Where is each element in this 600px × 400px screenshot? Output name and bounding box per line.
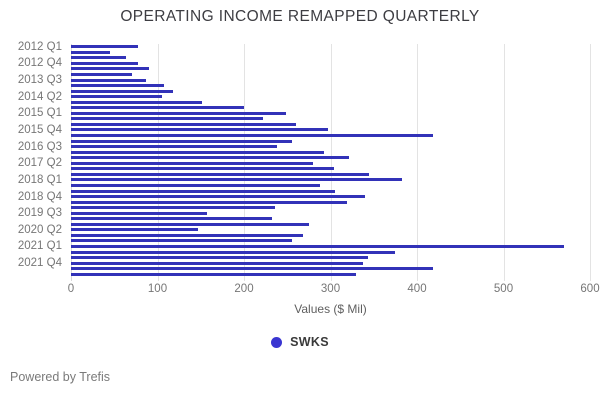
bar-2014-Q4[interactable] bbox=[71, 106, 244, 110]
x-tick-label: 300 bbox=[320, 283, 341, 295]
bar-2020-Q2[interactable] bbox=[71, 228, 199, 232]
y-tick-label: 2018 Q1 bbox=[17, 173, 62, 186]
bar-2015-Q4[interactable] bbox=[71, 128, 328, 132]
bar-2016-Q1[interactable] bbox=[71, 134, 433, 138]
bar-2017-Q3[interactable] bbox=[71, 167, 334, 171]
x-tick-label: 200 bbox=[234, 283, 254, 295]
bar-2017-Q1[interactable] bbox=[71, 156, 349, 160]
bar-2018-Q1[interactable] bbox=[71, 178, 403, 182]
bar-2012-Q2[interactable] bbox=[71, 50, 110, 54]
x-tick-label: 100 bbox=[147, 283, 168, 295]
bar-2012-Q1[interactable] bbox=[71, 45, 138, 49]
bar-2015-Q1[interactable] bbox=[71, 111, 286, 115]
bar-2013-Q3[interactable] bbox=[71, 78, 147, 82]
y-tick-label: 2015 Q4 bbox=[17, 123, 62, 136]
y-tick-label: 2021 Q4 bbox=[17, 257, 62, 270]
bar-2017-Q2[interactable] bbox=[71, 161, 314, 165]
bar-2012-Q3[interactable] bbox=[71, 56, 127, 60]
bar-2015-Q2[interactable] bbox=[71, 117, 264, 121]
bar-2014-Q3[interactable] bbox=[71, 100, 203, 104]
plot-wrap: 2012 Q1 2012 Q4 2013 Q3 2014 Q2 2015 Q1 2015 … bbox=[0, 40, 600, 281]
y-tick-label: 2019 Q3 bbox=[17, 207, 62, 220]
bar-2019-Q1[interactable] bbox=[71, 200, 347, 204]
x-tick-label: 500 bbox=[493, 283, 514, 295]
x-tick-label: 600 bbox=[580, 283, 600, 295]
y-tick-label: 2013 Q3 bbox=[17, 74, 62, 87]
bar-2019-Q2[interactable] bbox=[71, 206, 276, 210]
x-tick-label: 0 bbox=[67, 283, 75, 295]
bar-2021-Q1[interactable] bbox=[71, 244, 565, 248]
y-tick-label: 2020 Q2 bbox=[17, 223, 62, 236]
y-tick-label: 2018 Q4 bbox=[17, 190, 62, 203]
y-tick-label: 2014 Q2 bbox=[17, 90, 62, 103]
y-tick-label: 2015 Q1 bbox=[17, 107, 62, 120]
gridline-x-500 bbox=[503, 44, 505, 281]
bar-2013-Q1[interactable] bbox=[71, 67, 149, 71]
x-axis-title: Values ($ Mil) bbox=[294, 302, 367, 316]
y-tick-label: 2012 Q1 bbox=[17, 40, 62, 53]
bar-2016-Q2[interactable] bbox=[71, 139, 293, 143]
chart-title: OPERATING INCOME REMAPPED QUARTERLY bbox=[120, 8, 480, 25]
bar-2018-Q2[interactable] bbox=[71, 183, 321, 187]
x-tick-label: 400 bbox=[407, 283, 427, 295]
gridline-x-300 bbox=[330, 44, 332, 281]
bar-2016-Q3[interactable] bbox=[71, 145, 277, 149]
y-tick-label: 2012 Q4 bbox=[17, 57, 62, 70]
bar-2013-Q2[interactable] bbox=[71, 73, 133, 76]
gridline-x-600 bbox=[590, 44, 591, 281]
y-tick-label: 2016 Q3 bbox=[17, 140, 62, 153]
bar-2020-Q4[interactable] bbox=[71, 239, 293, 243]
bar-2016-Q4[interactable] bbox=[71, 150, 324, 154]
bar-2014-Q2[interactable] bbox=[71, 95, 162, 99]
bar-2014-Q1[interactable] bbox=[71, 89, 174, 93]
bar-2013-Q4[interactable] bbox=[71, 84, 164, 88]
bar-2018-Q4[interactable] bbox=[71, 195, 366, 199]
bar-2020-Q3[interactable] bbox=[71, 233, 303, 237]
bar-2018-Q3[interactable] bbox=[71, 189, 335, 193]
plot-area bbox=[71, 44, 591, 281]
bar-2022-Q1[interactable] bbox=[71, 267, 433, 271]
bar-2020-Q1[interactable] bbox=[71, 222, 309, 226]
bar-2021-Q2[interactable] bbox=[71, 250, 396, 254]
y-tick-label: 2021 Q1 bbox=[17, 240, 62, 253]
legend-item-swks[interactable]: SWKS bbox=[0, 333, 600, 351]
bar-2015-Q3[interactable] bbox=[71, 122, 296, 126]
bar-2022-Q2[interactable] bbox=[71, 272, 357, 276]
bar-2019-Q3[interactable] bbox=[71, 211, 207, 215]
bar-2021-Q4[interactable] bbox=[71, 261, 364, 265]
gridline-x-400 bbox=[417, 44, 418, 281]
powered-by-trefis-link[interactable]: Powered by Trefis bbox=[10, 370, 111, 384]
bar-2017-Q4[interactable] bbox=[71, 172, 370, 176]
bar-2019-Q4[interactable] bbox=[71, 217, 272, 221]
bar-2012-Q4[interactable] bbox=[71, 61, 138, 65]
legend-color-dot-icon bbox=[271, 336, 283, 348]
bar-2021-Q3[interactable] bbox=[71, 256, 368, 260]
legend-label: SWKS bbox=[290, 335, 329, 349]
y-tick-label: 2017 Q2 bbox=[17, 157, 62, 170]
